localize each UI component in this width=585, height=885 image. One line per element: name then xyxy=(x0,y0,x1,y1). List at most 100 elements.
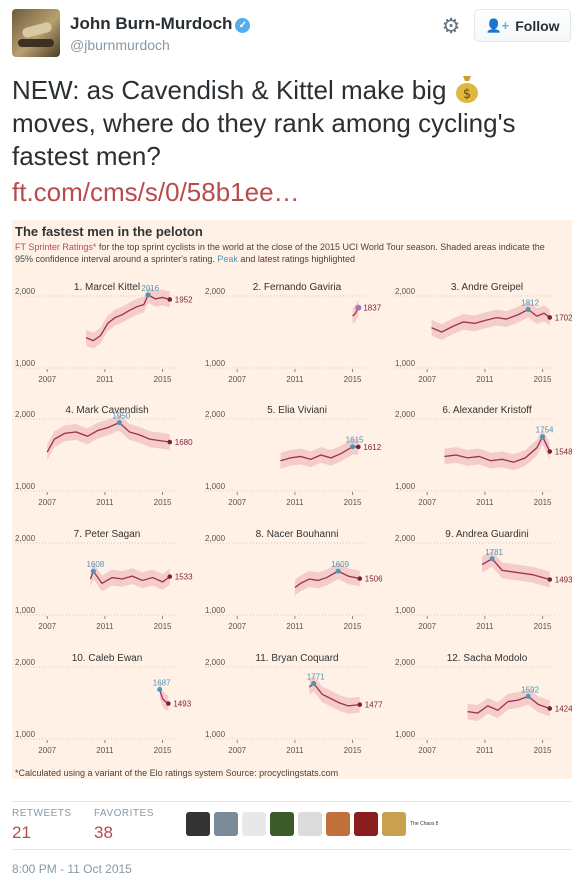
favoriter-avatar[interactable] xyxy=(242,812,266,836)
rating-line xyxy=(467,695,551,714)
latest-label: 1493 xyxy=(555,576,572,585)
favorites-stat[interactable]: FAVORITES 38 xyxy=(94,808,154,843)
retweets-stat[interactable]: RETWEETS 21 xyxy=(12,808,72,843)
peak-marker xyxy=(525,693,531,699)
latest-label: 1612 xyxy=(363,443,381,452)
panel-title: 9. Andrea Guardini xyxy=(445,529,528,540)
y-tick-label: 1,000 xyxy=(205,359,226,368)
peak-label: 1687 xyxy=(153,679,171,688)
x-tick-label: 2007 xyxy=(418,375,436,384)
x-tick-label: 2015 xyxy=(154,622,172,631)
subtitle-peak: Peak xyxy=(217,254,238,264)
subtitle-latest: latest xyxy=(257,254,280,264)
panel-title: 8. Nacer Bouhanni xyxy=(256,529,339,540)
peak-label: 1608 xyxy=(86,560,104,569)
author-name-row[interactable]: John Burn-Murdoch ✓ xyxy=(70,14,251,34)
confidence-band xyxy=(444,428,550,471)
author-name[interactable]: John Burn-Murdoch xyxy=(70,14,233,33)
favoriter-avatar[interactable] xyxy=(382,812,406,836)
y-tick-label: 2,000 xyxy=(15,287,36,296)
latest-marker xyxy=(167,439,173,445)
latest-marker xyxy=(355,304,362,311)
follow-button[interactable]: 👤+ Follow xyxy=(474,9,571,42)
peak-marker xyxy=(525,307,531,313)
y-tick-label: 1,000 xyxy=(15,482,36,491)
panel-title: 6. Alexander Kristoff xyxy=(442,405,532,416)
x-tick-label: 2011 xyxy=(286,498,304,507)
favoriter-avatar[interactable] xyxy=(214,812,238,836)
favorites-label: FAVORITES xyxy=(94,808,154,819)
y-tick-label: 1,000 xyxy=(15,730,36,739)
latest-marker xyxy=(547,577,553,582)
y-tick-label: 1,000 xyxy=(205,482,226,491)
card-subtitle: FT Sprinter Ratings* for the top sprint … xyxy=(15,241,565,265)
panel-title: 5. Elia Viviani xyxy=(267,405,327,416)
x-tick-label: 2011 xyxy=(476,746,494,755)
x-tick-label: 2007 xyxy=(38,498,56,507)
latest-label: 1424 xyxy=(555,704,572,713)
latest-marker xyxy=(356,444,361,450)
confidence-band xyxy=(86,286,170,349)
tweet-text-line1: NEW: as Cavendish & Kittel make big xyxy=(12,75,447,105)
x-tick-label: 2007 xyxy=(228,375,246,384)
y-tick-label: 2,000 xyxy=(395,410,416,419)
latest-marker xyxy=(167,297,173,302)
panel-title: 1. Marcel Kittel xyxy=(74,282,140,293)
latest-marker xyxy=(547,449,553,454)
subtitle-end: ratings highlighted xyxy=(279,254,355,264)
x-tick-label: 2015 xyxy=(154,498,172,507)
x-tick-label: 2011 xyxy=(96,498,114,507)
peak-label: 1609 xyxy=(331,560,349,569)
peak-marker xyxy=(157,687,163,693)
x-tick-label: 2015 xyxy=(534,498,552,507)
y-tick-label: 1,000 xyxy=(395,359,416,368)
latest-marker xyxy=(547,706,553,711)
favoriter-avatar[interactable] xyxy=(270,812,294,836)
article-link[interactable]: ft.com/cms/s/0/58b1ee… xyxy=(12,177,300,207)
chart-card[interactable]: The fastest men in the peloton FT Sprint… xyxy=(12,220,572,779)
y-tick-label: 2,000 xyxy=(205,658,226,667)
follow-label: Follow xyxy=(515,17,560,34)
y-tick-label: 1,000 xyxy=(395,482,416,491)
x-tick-label: 2015 xyxy=(344,498,362,507)
favoriter-avatar[interactable]: The Chaos Battle xyxy=(410,812,438,836)
peak-label: 1950 xyxy=(112,412,130,421)
favoriter-avatar[interactable] xyxy=(186,812,210,836)
panel-title: 12. Sacha Modolo xyxy=(447,653,528,664)
y-tick-label: 1,000 xyxy=(205,606,226,615)
latest-label: 1506 xyxy=(365,575,383,584)
y-tick-label: 2,000 xyxy=(15,534,36,543)
tweet-text: NEW: as Cavendish & Kittel make big $ mo… xyxy=(12,74,574,173)
confidence-band xyxy=(47,414,170,461)
author-handle[interactable]: @jburnmurdoch xyxy=(70,37,170,53)
peak-marker xyxy=(116,420,122,426)
favoriter-avatar[interactable] xyxy=(326,812,350,836)
panel-title: 3. Andre Greipel xyxy=(451,282,523,293)
author-avatar[interactable] xyxy=(12,9,60,57)
favoriter-avatar[interactable] xyxy=(298,812,322,836)
favorites-count: 38 xyxy=(94,823,113,842)
rating-line xyxy=(280,446,359,462)
x-tick-label: 2011 xyxy=(96,375,114,384)
favoriter-avatar[interactable] xyxy=(354,812,378,836)
panel-title: 7. Peter Sagan xyxy=(74,529,141,540)
confidence-band xyxy=(482,550,550,588)
retweets-count: 21 xyxy=(12,823,31,842)
latest-label: 1533 xyxy=(175,573,193,582)
latest-marker xyxy=(357,702,363,707)
rating-line xyxy=(294,570,360,589)
gear-icon[interactable]: ⚙ xyxy=(441,15,461,38)
latest-label: 1702 xyxy=(555,313,572,322)
tweet-timestamp[interactable]: 8:00 PM - 11 Oct 2015 xyxy=(12,862,132,876)
y-tick-label: 2,000 xyxy=(15,658,36,667)
y-tick-label: 1,000 xyxy=(395,730,416,739)
x-tick-label: 2011 xyxy=(476,622,494,631)
confidence-band xyxy=(280,438,359,469)
y-tick-label: 1,000 xyxy=(395,606,416,615)
